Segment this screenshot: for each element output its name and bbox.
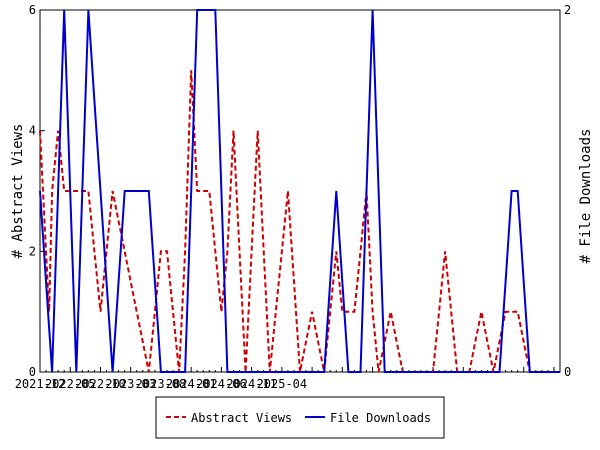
series-line-file-downloads (39, 9, 560, 373)
y-left-axis: 0 2 4 6 (29, 3, 45, 379)
x-tick-label-2: 2022-10 (75, 377, 126, 391)
series-layer (39, 9, 560, 373)
y-right-tick-label-0: 0 (564, 365, 571, 379)
x-axis: 2021-122022-052022-102023-032023-082024-… (15, 367, 561, 391)
x-tick-label-3: 2023-03 (105, 377, 156, 391)
legend-label-file-downloads: File Downloads (330, 411, 431, 425)
x-tick-label-4: 2023-08 (136, 377, 187, 391)
y-left-tick-label-2: 4 (29, 124, 36, 138)
y-right-tick-label-1: 2 (564, 3, 571, 17)
legend-box (155, 396, 445, 439)
x-tick-label-8: 2025-04 (257, 377, 308, 391)
x-tick-label-5: 2024-01 (166, 377, 217, 391)
y-left-tick-label-1: 2 (29, 244, 36, 258)
y-left-tick-label-3: 6 (29, 3, 36, 17)
x-tick-label-0: 2021-12 (15, 377, 66, 391)
x-tick-label-6: 2024-06 (196, 377, 247, 391)
y-left-axis-label: # Abstract Views (10, 124, 26, 259)
legend-label-abstract-views: Abstract Views (191, 411, 292, 425)
y-right-axis-label: # File Downloads (578, 129, 594, 264)
x-tick-label-7: 2024-11 (226, 377, 277, 391)
y-left-tick-label-0: 0 (29, 365, 36, 379)
legend: Abstract Views File Downloads (155, 396, 445, 439)
x-tick-label-1: 2022-05 (45, 377, 96, 391)
